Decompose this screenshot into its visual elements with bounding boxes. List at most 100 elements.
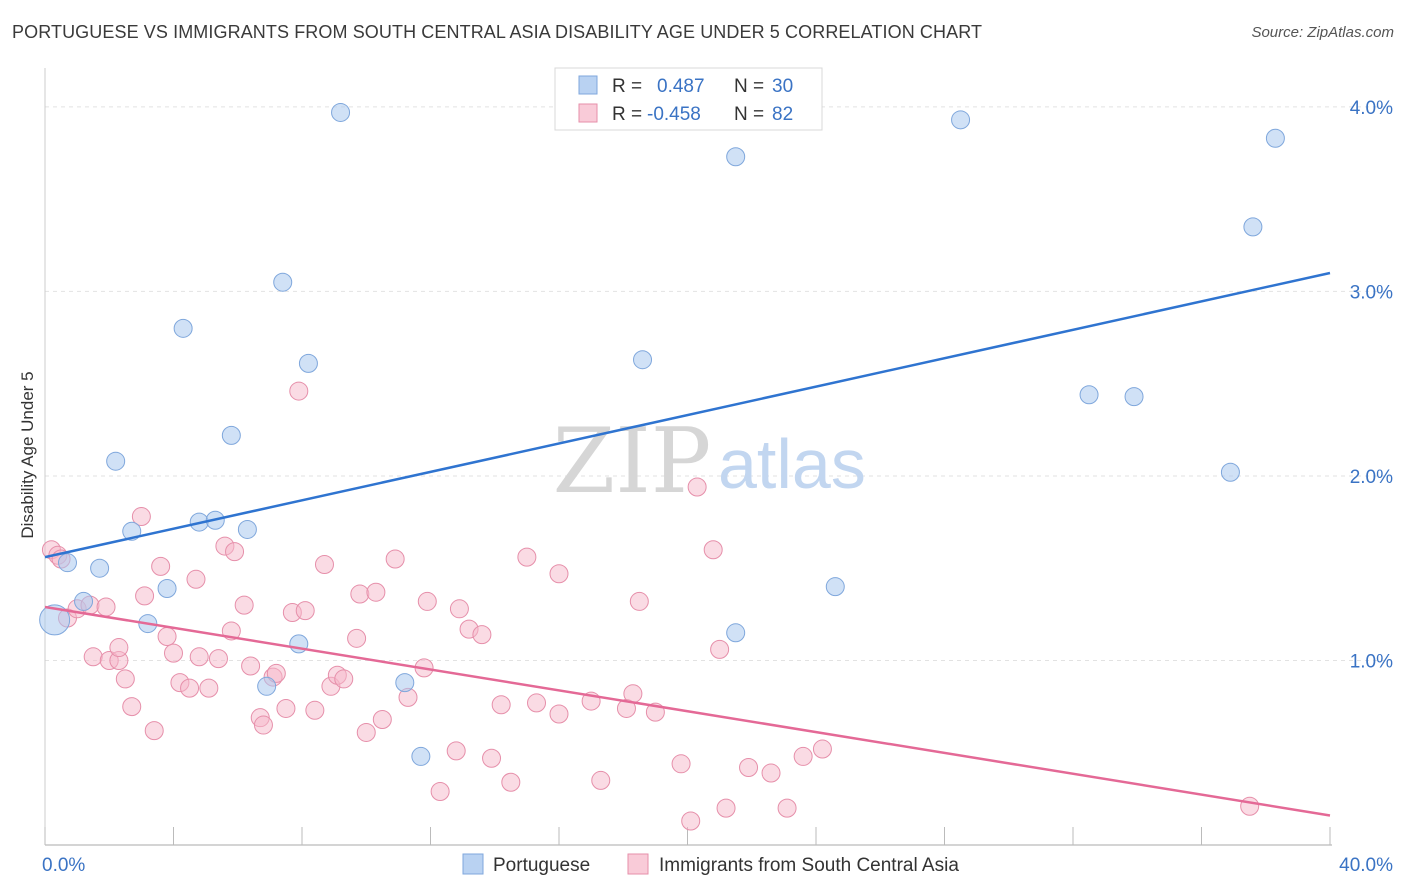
point-immigrants — [517, 547, 537, 567]
point-immigrants — [491, 695, 511, 715]
point-immigrants — [687, 477, 707, 497]
series-immigrants-points — [41, 381, 1260, 831]
point-immigrants — [241, 656, 261, 676]
point-immigrants — [253, 715, 273, 735]
point-immigrants — [372, 710, 392, 730]
point-immigrants — [234, 595, 254, 615]
point-portuguese — [39, 604, 71, 636]
point-immigrants — [671, 754, 691, 774]
point-portuguese — [951, 110, 971, 130]
point-immigrants — [189, 647, 209, 667]
point-immigrants — [144, 721, 164, 741]
point-immigrants — [501, 772, 521, 792]
chart-title: PORTUGUESE VS IMMIGRANTS FROM SOUTH CENT… — [12, 22, 983, 42]
y-tick-label: 2.0% — [1350, 467, 1393, 488]
point-immigrants — [446, 741, 466, 761]
stats-swatch-blue — [578, 75, 598, 95]
point-immigrants — [115, 669, 135, 689]
stats-r-label-1: R = — [612, 76, 642, 97]
point-immigrants — [449, 599, 469, 619]
point-immigrants — [314, 555, 334, 575]
point-portuguese — [221, 425, 241, 445]
point-portuguese — [331, 102, 351, 122]
stats-r-value-2: -0.458 — [647, 104, 701, 125]
point-immigrants — [164, 643, 183, 663]
point-immigrants — [180, 678, 200, 698]
series-portuguese-points — [39, 102, 1285, 766]
chart-source: Source: ZipAtlas.com — [1251, 24, 1394, 41]
stats-n-label-2: N = — [734, 104, 764, 125]
x-tick-labels: 0.0% 40.0% — [42, 855, 1393, 876]
trend-line-portuguese — [44, 271, 1331, 559]
point-portuguese — [726, 147, 746, 167]
point-immigrants — [482, 748, 502, 768]
point-immigrants — [681, 811, 701, 831]
point-immigrants — [96, 597, 116, 617]
point-portuguese — [825, 577, 845, 597]
point-immigrants — [347, 628, 367, 648]
point-immigrants — [739, 758, 759, 777]
trend-lines — [44, 271, 1331, 817]
point-immigrants — [812, 739, 832, 759]
watermark-zip: ZIP — [553, 409, 712, 514]
point-portuguese — [298, 353, 318, 373]
point-portuguese — [633, 350, 653, 370]
point-immigrants — [295, 601, 315, 621]
point-portuguese — [726, 623, 746, 643]
x-tick-label: 40.0% — [1339, 855, 1393, 876]
stats-box: R = 0.487 N = 30 R = -0.458 N = 82 — [554, 67, 823, 131]
y-tick-label: 1.0% — [1350, 651, 1393, 672]
y-tick-labels: 1.0% 2.0% 3.0% 4.0% — [1350, 98, 1393, 673]
point-portuguese — [157, 579, 177, 599]
stats-n-label-1: N = — [734, 76, 764, 97]
point-portuguese — [411, 746, 431, 766]
point-immigrants — [276, 698, 296, 718]
point-portuguese — [237, 519, 257, 539]
legend-label-immigrants: Immigrants from South Central Asia — [659, 855, 959, 876]
point-immigrants — [356, 722, 376, 742]
point-immigrants — [623, 684, 643, 704]
point-immigrants — [777, 798, 797, 818]
grid-lines — [45, 106, 1390, 661]
point-portuguese — [106, 451, 126, 471]
point-immigrants — [122, 697, 142, 717]
legend-label-portuguese: Portuguese — [493, 855, 590, 876]
point-immigrants — [549, 704, 569, 724]
point-portuguese — [1079, 385, 1099, 405]
point-immigrants — [208, 649, 228, 669]
point-immigrants — [417, 591, 437, 611]
legend-swatch-immigrants — [627, 853, 649, 875]
point-immigrants — [1240, 796, 1260, 816]
legend: Portuguese Immigrants from South Central… — [462, 853, 959, 876]
point-immigrants — [629, 591, 649, 611]
point-immigrants — [289, 381, 309, 401]
point-immigrants — [157, 626, 177, 646]
point-portuguese — [273, 272, 293, 292]
point-portuguese — [1243, 217, 1263, 237]
point-portuguese — [1124, 387, 1144, 407]
point-immigrants — [225, 542, 245, 562]
point-portuguese — [74, 591, 94, 611]
legend-swatch-portuguese — [462, 853, 484, 875]
point-portuguese — [1220, 462, 1240, 482]
point-immigrants — [710, 639, 730, 659]
point-immigrants — [131, 507, 151, 527]
watermark: ZIP atlas — [553, 409, 866, 514]
axes — [44, 68, 1332, 846]
point-immigrants — [366, 582, 386, 602]
point-immigrants — [83, 647, 103, 667]
point-immigrants — [109, 638, 129, 658]
point-immigrants — [350, 584, 370, 604]
y-tick-label: 3.0% — [1350, 282, 1393, 303]
point-immigrants — [703, 540, 723, 560]
point-immigrants — [266, 663, 286, 683]
point-immigrants — [716, 798, 736, 818]
point-portuguese — [173, 318, 193, 338]
point-portuguese — [395, 673, 415, 693]
point-immigrants — [151, 556, 171, 576]
point-portuguese — [257, 676, 277, 696]
point-immigrants — [549, 564, 569, 584]
point-immigrants — [385, 549, 405, 569]
point-immigrants — [135, 586, 155, 606]
